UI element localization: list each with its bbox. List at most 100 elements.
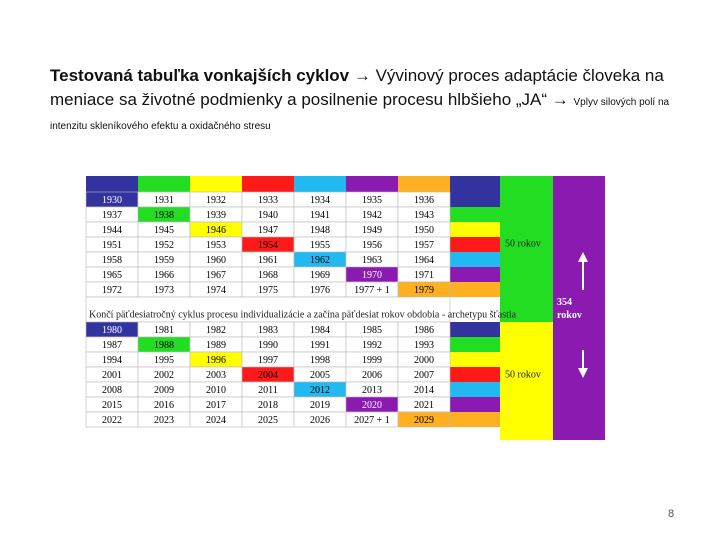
- cell-text: 1998: [310, 355, 330, 366]
- cell-text: 1950: [414, 225, 434, 236]
- side-cell: [450, 337, 500, 352]
- header-cell: [398, 176, 450, 192]
- cell-text: 1991: [310, 340, 330, 351]
- cell-text: 1993: [414, 340, 434, 351]
- cell-text: 1959: [154, 255, 174, 266]
- cell-text: 1975: [258, 285, 278, 296]
- side-cell: [450, 207, 500, 222]
- cell-text: 1980: [102, 325, 122, 336]
- middle-note: Končí päťdesiatročný cyklus procesu indi…: [89, 309, 517, 320]
- arrow-head: [578, 252, 588, 262]
- cell-text: 2007: [414, 370, 434, 381]
- cell-text: 1992: [362, 340, 382, 351]
- cell-text: 2008: [102, 385, 122, 396]
- cell-text: 1966: [154, 270, 174, 281]
- cell-text: 1988: [154, 340, 174, 351]
- cell-text: 2011: [258, 385, 278, 396]
- header-cell: [294, 176, 346, 192]
- title-bold: Testovaná tabuľka vonkajších cyklov: [50, 66, 350, 85]
- cell-text: 2012: [310, 385, 330, 396]
- cell-text: 1963: [362, 255, 382, 266]
- side-band: [553, 176, 605, 440]
- side-cell: [450, 252, 500, 267]
- cell-text: 1962: [310, 255, 330, 266]
- subtitle: Vplyv silových polí na intenzitu skleník…: [50, 97, 670, 132]
- note-row: [85, 296, 451, 323]
- cell-text: 1960: [206, 255, 226, 266]
- cell-text: 2029: [414, 415, 434, 426]
- side-band: [500, 322, 553, 440]
- cell-text: 1983: [258, 325, 278, 336]
- side-cell: [450, 192, 500, 207]
- cell-text: 1974: [206, 285, 226, 296]
- cell-text: 1984: [310, 325, 330, 336]
- cell-text: 1943: [414, 210, 434, 221]
- cell-text: 1976: [310, 285, 330, 296]
- header-cell: [242, 176, 294, 192]
- cell-text: 1994: [102, 355, 122, 366]
- cell-text: 1985: [362, 325, 382, 336]
- cell-text: 1938: [154, 210, 174, 221]
- side-label: 50 rokov: [505, 238, 541, 249]
- cell-text: 1945: [154, 225, 174, 236]
- cell-text: 1930: [102, 195, 122, 206]
- cell-text: 1970: [362, 270, 382, 281]
- cell-text: 2021: [414, 400, 434, 411]
- cell-text: 1977 + 1: [354, 285, 390, 296]
- cell-text: 1951: [102, 240, 122, 251]
- cell-text: 1935: [362, 195, 382, 206]
- side-cell: [450, 222, 500, 237]
- side-label: 354 rokov: [557, 297, 582, 321]
- cell-text: 1965: [102, 270, 122, 281]
- cell-text: 1941: [310, 210, 330, 221]
- cell-text: 1948: [310, 225, 330, 236]
- title-rest: → Vývinový proces adaptácie človeka na m…: [50, 66, 664, 109]
- side-cell: [450, 397, 500, 412]
- cell-text: 1932: [206, 195, 226, 206]
- cell-text: 1957: [414, 240, 434, 251]
- cell-text: 2006: [362, 370, 382, 381]
- cell-text: 1954: [258, 240, 278, 251]
- cell-text: 1956: [362, 240, 382, 251]
- page-number: 8: [668, 508, 675, 520]
- cell-text: 1961: [258, 255, 278, 266]
- cell-text: 1937: [102, 210, 122, 221]
- cell-text: 1981: [154, 325, 174, 336]
- header-cell: [86, 176, 138, 192]
- cell-text: 1936: [414, 195, 434, 206]
- cell-text: 1999: [362, 355, 382, 366]
- cell-text: 1949: [362, 225, 382, 236]
- cell-text: 2025: [258, 415, 278, 426]
- cell-text: 1990: [258, 340, 278, 351]
- cell-text: 2003: [206, 370, 226, 381]
- side-cell: [450, 267, 500, 282]
- title: Testovaná tabuľka vonkajších cyklov → Vý…: [50, 64, 690, 136]
- cell-text: 2014: [414, 385, 434, 396]
- cell-text: 1967: [206, 270, 226, 281]
- cell-text: 2009: [154, 385, 174, 396]
- cell-text: 1969: [310, 270, 330, 281]
- side-band: [450, 176, 500, 192]
- header-cell: [190, 176, 242, 192]
- cell-text: 1979: [414, 285, 434, 296]
- cell-text: 1958: [102, 255, 122, 266]
- arrow-head: [578, 368, 588, 378]
- header-cell: [138, 176, 190, 192]
- cell-text: 2020: [362, 400, 382, 411]
- cell-text: 2005: [310, 370, 330, 381]
- header-cell: [346, 176, 398, 192]
- cell-text: 1997: [258, 355, 278, 366]
- cell-text: 2013: [362, 385, 382, 396]
- cell-text: 2001: [102, 370, 122, 381]
- cell-text: 2010: [206, 385, 226, 396]
- cell-text: 1952: [154, 240, 174, 251]
- cell-text: 1982: [206, 325, 226, 336]
- cell-text: 1995: [154, 355, 174, 366]
- side-cell: [450, 412, 500, 427]
- cell-text: 1955: [310, 240, 330, 251]
- cell-text: 1942: [362, 210, 382, 221]
- cell-text: 2000: [414, 355, 434, 366]
- cell-text: 2018: [258, 400, 278, 411]
